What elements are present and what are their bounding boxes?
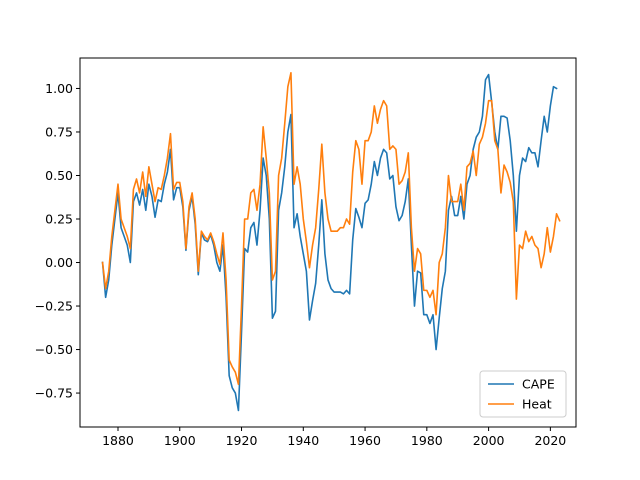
series-layer bbox=[101, 71, 561, 412]
series-line-heat bbox=[101, 71, 561, 386]
x-tick-label: 2020 bbox=[534, 433, 566, 448]
y-tick-label: −0.25 bbox=[35, 299, 73, 314]
y-tick-label: 0.50 bbox=[45, 168, 73, 183]
legend-box bbox=[479, 370, 567, 418]
x-tick-label: 1940 bbox=[287, 433, 319, 448]
series-line-cape bbox=[101, 73, 558, 412]
y-axis: −0.75 −0.50 −0.25 0.00 0.25 0.50 0.75 1.00 bbox=[35, 81, 80, 401]
x-tick-label: 1900 bbox=[164, 433, 196, 448]
y-tick-label: 1.00 bbox=[45, 81, 73, 96]
x-tick-label: 1920 bbox=[226, 433, 258, 448]
axes-frame bbox=[79, 57, 577, 428]
x-tick-label: 1960 bbox=[349, 433, 381, 448]
x-tick-label: 1980 bbox=[411, 433, 443, 448]
y-tick-label: −0.75 bbox=[35, 386, 73, 401]
x-tick-label: 2000 bbox=[473, 433, 505, 448]
legend-label-heat: Heat bbox=[522, 397, 552, 412]
legend: CAPE Heat bbox=[479, 370, 567, 418]
y-tick-label: 0.75 bbox=[45, 124, 73, 139]
legend-label-cape: CAPE bbox=[522, 377, 555, 392]
y-tick-label: 0.25 bbox=[45, 212, 73, 227]
x-axis: 1880 1900 1920 1940 1960 1980 2000 2020 bbox=[102, 427, 566, 448]
y-tick-label: −0.50 bbox=[35, 342, 73, 357]
y-tick-label: 0.00 bbox=[45, 255, 73, 270]
x-tick-label: 1880 bbox=[102, 433, 134, 448]
